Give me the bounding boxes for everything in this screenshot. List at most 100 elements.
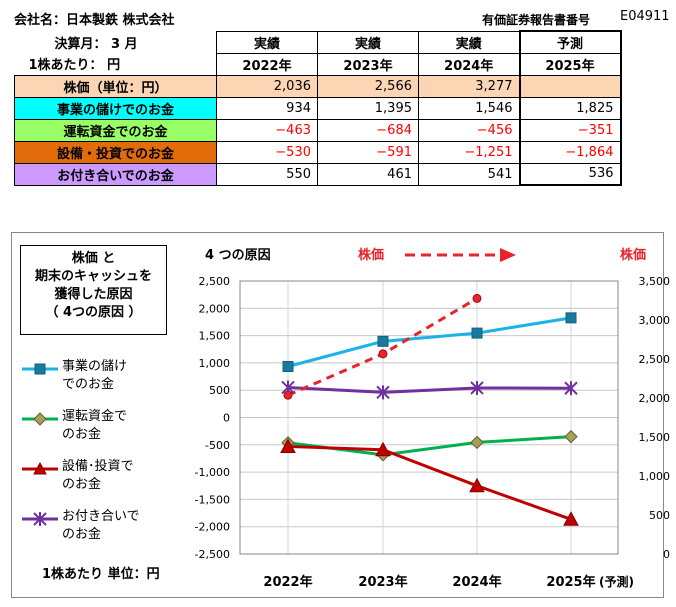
y-left-tick-label: 1,500 (199, 330, 231, 343)
table-cell: −1,864 (518, 140, 622, 164)
per-share-label: 1株あたり： 円 (28, 58, 121, 74)
table-row: お付き合いでのお金 550 461 541 536 (14, 162, 622, 186)
arrow-head-icon (500, 248, 516, 262)
data-point (565, 312, 577, 324)
data-point (376, 385, 390, 400)
table-row: 設備・投資でのお金 −530 −591 −1,251 −1,864 (14, 140, 622, 164)
data-point (378, 349, 388, 359)
data-point (280, 438, 296, 453)
series-line (287, 316, 572, 368)
legend-label: 設備･投資で (62, 459, 134, 474)
table-cell: −1,251 (418, 140, 520, 164)
legend-label: 事業の儲け (62, 359, 128, 374)
title-line: 獲得した原因 (54, 287, 133, 302)
table-cell: 1,825 (518, 96, 622, 120)
title-line: 期末のキャッシュを (34, 269, 152, 284)
y-right-tick-label: 2,000 (639, 392, 671, 405)
legend-label: でのお金 (62, 377, 115, 392)
y-left-tick-label: 2,500 (199, 275, 231, 288)
fiscal-month: 決算月： 3 月 (54, 36, 138, 52)
chart-title-box: 株価 と 期末のキャッシュを 獲得した原因 （ 4つの原因 ） (20, 245, 167, 335)
legend-label: のお金 (62, 427, 102, 442)
y-left-tick-label: -2,000 (195, 521, 230, 534)
title-line: （ 4つの原因 ） (45, 305, 142, 320)
x-tick-label: 2025年 (546, 574, 595, 590)
table-row: 運転資金でのお金 −463 −684 −456 −351 (14, 118, 622, 142)
financial-table: 決算月： 3 月 実績 実績 実績 予測 1株あたり： 円 2022年 2023… (14, 30, 622, 186)
y-left-tick-label: -500 (205, 439, 230, 452)
data-point (470, 435, 484, 450)
table-cell: −463 (216, 118, 318, 142)
plot-area (239, 280, 619, 555)
legend-label: のお金 (62, 527, 102, 542)
y-right-tick-label: 0 (663, 548, 670, 561)
table-cell: 550 (216, 162, 318, 186)
stock-arrow-label: 株価 (358, 247, 384, 263)
col-year: 2025年 (518, 52, 622, 76)
table-cell: −456 (418, 118, 520, 142)
legend-item: お付き合いで のお金 (20, 508, 180, 558)
y-left-tick-label: 2,000 (199, 302, 231, 315)
data-point (470, 380, 484, 395)
table-cell: 541 (418, 162, 520, 186)
y-left-tick-label: 0 (223, 412, 230, 425)
y-left-tick-label: -1,000 (195, 466, 230, 479)
row-label: お付き合いでのお金 (14, 162, 217, 186)
report-label: 有価証券報告書番号 (482, 13, 591, 27)
chart-panel (11, 232, 664, 598)
table-cell: 1,546 (418, 96, 520, 120)
table-cell: 461 (317, 162, 419, 186)
legend-item: 事業の儲け でのお金 (20, 358, 180, 408)
y-left-tick-label: 500 (209, 384, 230, 397)
col-status: 実績 (216, 30, 318, 54)
table-cell: 1,395 (317, 96, 419, 120)
x-tick-label: 2023年 (358, 574, 407, 590)
series-line (287, 444, 572, 521)
table-row: 株価（単位：円） 2,036 2,566 3,277 (14, 74, 622, 98)
table-cell: 2,036 (216, 74, 318, 98)
data-point (283, 390, 293, 400)
data-point (282, 361, 294, 373)
legend-marker-star (22, 512, 58, 526)
data-point (472, 293, 482, 303)
y-right-tick-label: 1,000 (639, 470, 671, 483)
x-tick-label: 2022年 (263, 574, 312, 590)
y-right-tick-label: 3,500 (639, 275, 671, 288)
causes-label: 4 つの原因 (205, 248, 271, 263)
legend-marker-square (22, 363, 58, 375)
table-cell: 2,566 (317, 74, 419, 98)
table-row: 事業の儲けでのお金 934 1,395 1,546 1,825 (14, 96, 622, 120)
col-year: 2022年 (216, 52, 318, 76)
col-year: 2024年 (418, 52, 520, 76)
row-label: 事業の儲けでのお金 (14, 96, 217, 120)
data-point (377, 335, 389, 347)
legend-marker-diamond (22, 412, 58, 426)
y-right-tick-label: 500 (649, 509, 670, 522)
data-point (564, 429, 578, 444)
data-point (471, 327, 483, 339)
table-cell: 536 (518, 162, 622, 186)
table-cell: −530 (216, 140, 318, 164)
table-cell: 3,277 (418, 74, 520, 98)
data-point (563, 511, 579, 526)
legend-label: お付き合いで (62, 509, 140, 524)
data-point (375, 441, 391, 457)
y-right-tick-label: 3,000 (639, 314, 671, 327)
unit-label: 1株あたり 単位：円 (42, 567, 160, 582)
y-left-tick-label: -2,500 (195, 548, 230, 561)
row-label: 運転資金でのお金 (14, 118, 217, 142)
series-line (287, 385, 572, 394)
x-forecast-label: (予測) (599, 574, 634, 589)
chart-legend: 事業の儲け でのお金 運転資金で のお金 設備･投資で のお金 お付き合いで (20, 358, 180, 558)
legend-marker-triangle (22, 462, 58, 475)
legend-label: のお金 (62, 477, 102, 492)
legend-item: 設備･投資で のお金 (20, 458, 180, 508)
x-tick-label: 2024年 (452, 574, 501, 590)
data-point (469, 477, 485, 493)
y-left-tick-label: -1,500 (195, 493, 230, 506)
y-right-tick-label: 2,500 (639, 353, 671, 366)
series-line (287, 435, 572, 457)
y-right-tick-label: 1,500 (639, 431, 671, 444)
title-line: 株価 と (71, 251, 116, 266)
